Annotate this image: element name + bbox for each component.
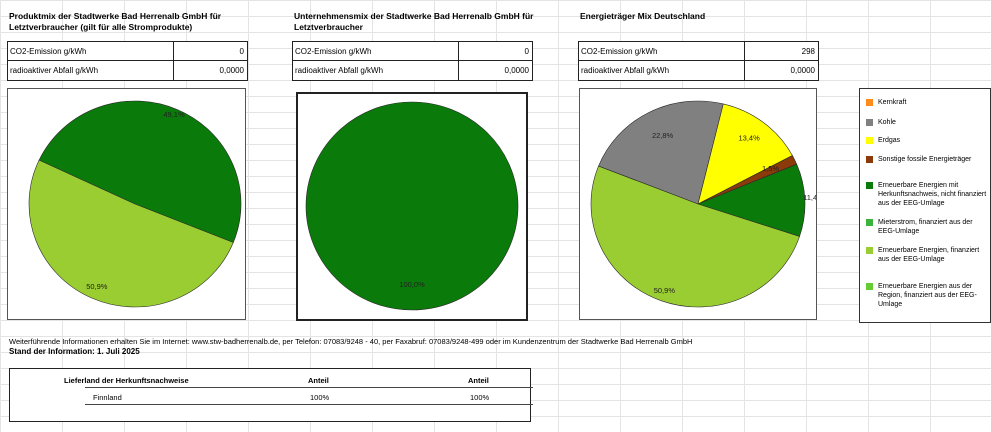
pie-data-label: 49,1% xyxy=(163,110,185,119)
waste-value: 0,0000 xyxy=(504,66,529,75)
pie-chart-produktmix: 49,1% 50,9% xyxy=(28,100,242,308)
pie-chart-deutschland: 22,8% 13,4% 1,5% 11,4% 50,9% xyxy=(590,100,824,308)
pie-slice xyxy=(697,103,793,205)
legend-swatch xyxy=(866,137,873,144)
pie-slice xyxy=(305,101,519,311)
header-anteil-1: Anteil xyxy=(308,376,329,385)
emission-table-produktmix: CO2-Emission g/kWh 0 radioaktiver Abfall … xyxy=(7,41,248,81)
legend-label: Erneuerbare Energien aus der Region, fin… xyxy=(878,283,977,308)
waste-label: radioaktiver Abfall g/kWh xyxy=(10,66,99,75)
waste-value: 0,0000 xyxy=(219,66,244,75)
waste-label: radioaktiver Abfall g/kWh xyxy=(581,66,670,75)
chart-unternehmensmix: 100,0% xyxy=(296,92,528,321)
legend-swatch xyxy=(866,283,873,290)
pie-slice xyxy=(697,163,806,237)
info-text: Weiterführende Informationen erhalten Si… xyxy=(9,337,693,346)
legend-swatch xyxy=(866,182,873,189)
cell-anteil-2: 100% xyxy=(470,393,490,402)
table-divider xyxy=(85,404,533,405)
header-lieferland: Lieferland der Herkunftsnachweise xyxy=(64,376,189,385)
waste-value: 0,0000 xyxy=(790,66,815,75)
cell-land: Finnland xyxy=(93,393,122,402)
pie-data-label: 50,9% xyxy=(654,286,676,295)
chart-legend: Kernkraft Kohle Erdgas Sonstige fossile … xyxy=(859,88,991,323)
co2-label: CO2-Emission g/kWh xyxy=(10,47,87,56)
pie-slice xyxy=(598,100,724,205)
section-title-deutschland: Energieträger Mix Deutschland xyxy=(580,11,706,21)
co2-label: CO2-Emission g/kWh xyxy=(581,47,658,56)
legend-label: Erneuerbare Energien mit Herkunftsnachwe… xyxy=(878,182,987,207)
table-divider xyxy=(85,387,533,388)
pie-chart-unternehmensmix: 100,0% xyxy=(305,101,519,311)
legend-swatch xyxy=(866,219,873,226)
herkunft-table: Lieferland der Herkunftsnachweise Anteil… xyxy=(9,368,533,422)
legend-label: Sonstige fossile Energieträger xyxy=(878,156,972,163)
emission-table-deutschland: CO2-Emission g/kWh 298 radioaktiver Abfal… xyxy=(578,41,819,81)
pie-data-label: 11,4% xyxy=(803,193,816,202)
pie-data-label: 100,0% xyxy=(399,280,425,289)
chart-produktmix: 49,1% 50,9% xyxy=(7,88,246,320)
section-title-unternehmensmix: Unternehmensmix der Stadtwerke Bad Herre… xyxy=(294,11,534,32)
co2-value: 0 xyxy=(524,47,529,56)
legend-swatch xyxy=(866,247,873,254)
pie-data-label: 22,8% xyxy=(652,131,674,140)
legend-label: Mieterstrom, finanziert aus der EEG-Umla… xyxy=(878,219,973,235)
legend-swatch xyxy=(866,99,873,106)
legend-swatch xyxy=(866,119,873,126)
pie-data-label: 50,9% xyxy=(86,282,108,291)
co2-label: CO2-Emission g/kWh xyxy=(295,47,372,56)
pie-slice xyxy=(28,159,234,308)
co2-value: 0 xyxy=(239,47,244,56)
chart-deutschland: 22,8% 13,4% 1,5% 11,4% 50,9% xyxy=(579,88,824,320)
pie-data-label: 1,5% xyxy=(762,164,779,173)
waste-label: radioaktiver Abfall g/kWh xyxy=(295,66,384,75)
stand-der-information: Stand der Information: 1. Juli 2025 xyxy=(9,347,140,356)
pie-data-label: 13,4% xyxy=(739,134,761,143)
legend-label: Kohle xyxy=(878,119,896,126)
section-title-produktmix: Produktmix der Stadtwerke Bad Herrenalb … xyxy=(9,11,222,32)
legend-swatch xyxy=(866,156,873,163)
legend-label: Kernkraft xyxy=(878,99,907,106)
pie-slice xyxy=(38,100,242,243)
co2-value: 298 xyxy=(801,47,815,56)
emission-table-unternehmensmix: CO2-Emission g/kWh 0 radioaktiver Abfall … xyxy=(292,41,533,81)
header-anteil-2: Anteil xyxy=(468,376,489,385)
pie-slice xyxy=(590,165,800,308)
legend-label: Erneuerbare Energien, finanziert aus der… xyxy=(878,247,980,263)
legend-label: Erdgas xyxy=(878,137,901,144)
cell-anteil-1: 100% xyxy=(310,393,330,402)
